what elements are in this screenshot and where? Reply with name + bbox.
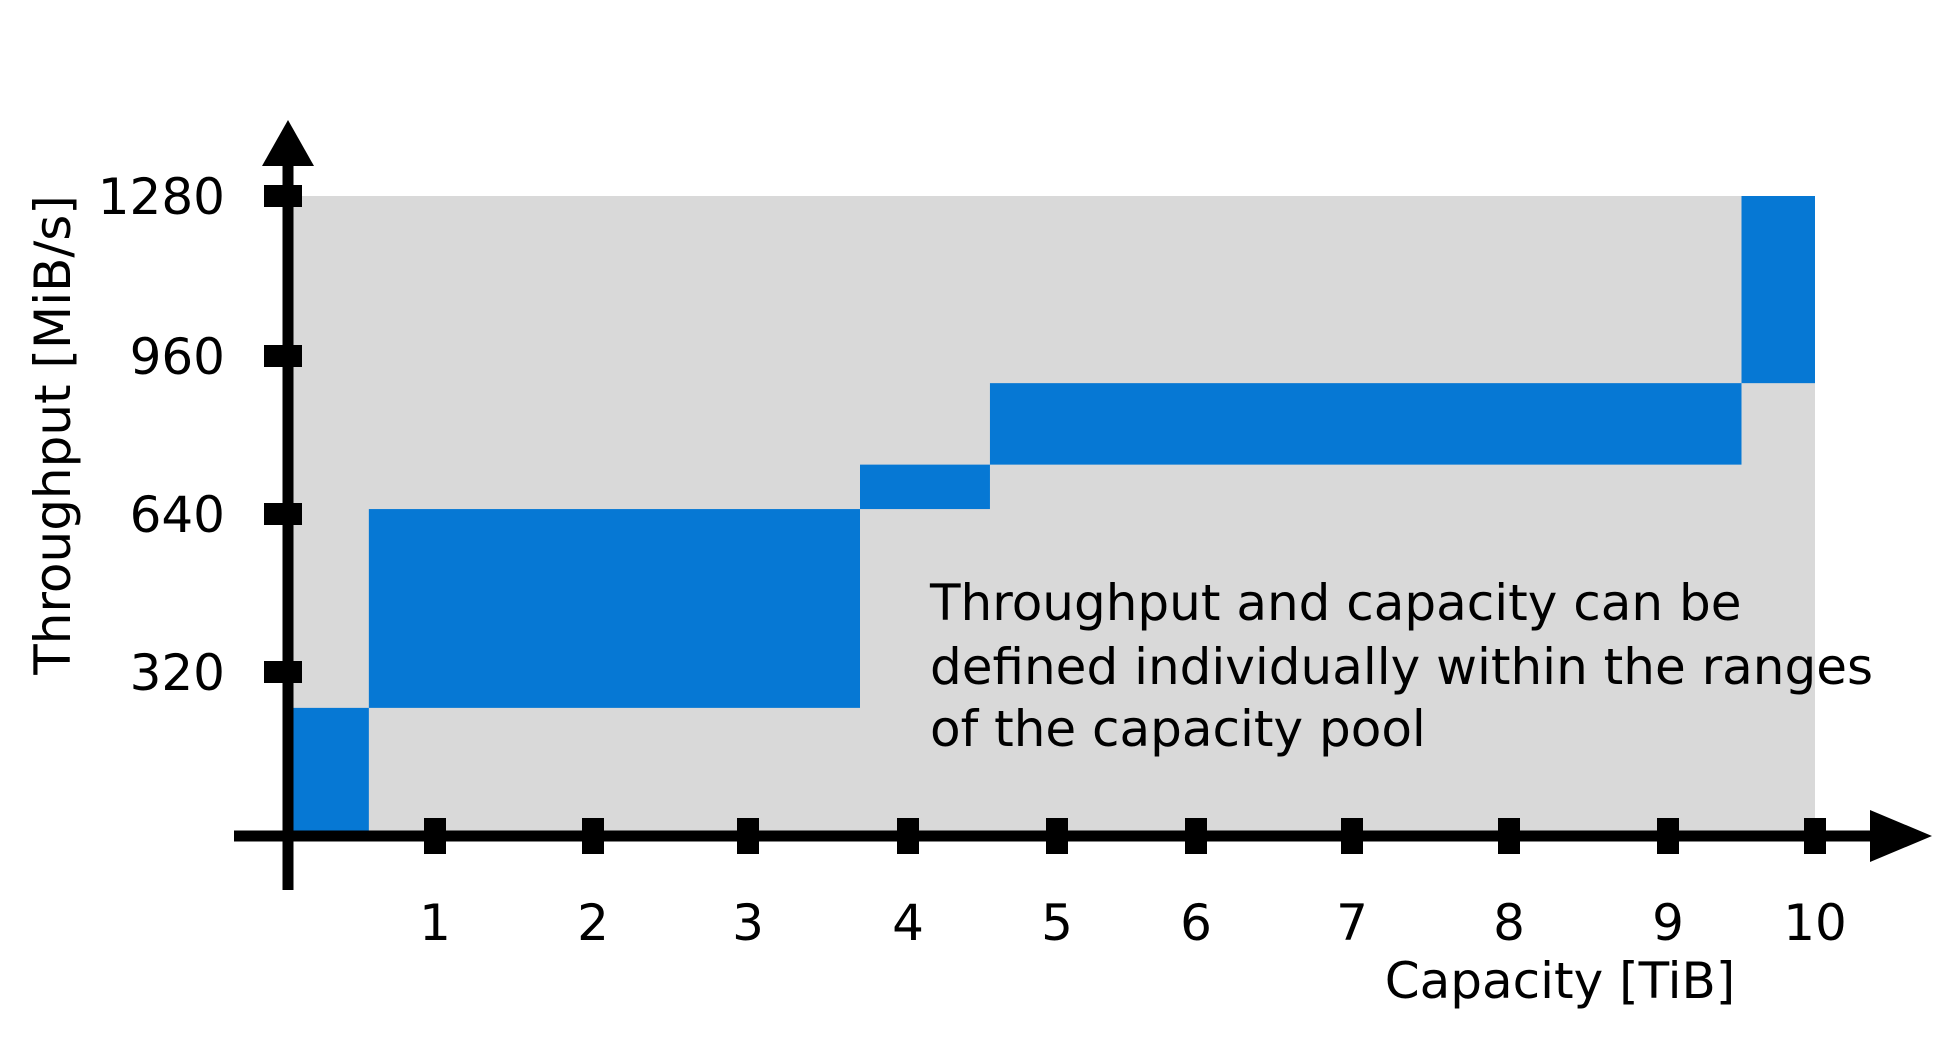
x-tick-4 (897, 818, 919, 854)
x-tick-label-4: 4 (892, 894, 924, 952)
y-tick-label-320: 320 (130, 644, 225, 702)
y-tick-960 (264, 345, 302, 367)
x-tick-label-2: 2 (577, 894, 609, 952)
x-tick-label-3: 3 (732, 894, 764, 952)
x-axis-arrowhead (1870, 810, 1932, 862)
range-block-4 (989, 383, 1742, 465)
x-tick-label-8: 8 (1493, 894, 1525, 952)
y-tick-640 (264, 503, 302, 525)
y-axis-arrowhead (262, 120, 314, 166)
x-tick-label-1: 1 (419, 894, 451, 952)
annotation-line-2: defined individually within the ranges (930, 638, 1873, 696)
annotation-line-3: of the capacity pool (930, 700, 1426, 758)
y-tick-1280 (264, 185, 302, 207)
x-axis-label: Capacity [TiB] (1385, 952, 1736, 1010)
x-tick-label-10: 10 (1783, 894, 1847, 952)
x-tick-3 (737, 818, 759, 854)
x-tick-label-5: 5 (1041, 894, 1073, 952)
y-tick-label-960: 960 (130, 328, 225, 386)
x-tick-1 (424, 818, 446, 854)
range-block-5 (1741, 196, 1815, 384)
range-block-1 (288, 707, 369, 836)
x-tick-5 (1046, 818, 1068, 854)
x-tick-7 (1341, 818, 1363, 854)
x-tick-label-9: 9 (1652, 894, 1684, 952)
annotation-line-1: Throughput and capacity can be (929, 574, 1741, 632)
range-block-3 (860, 464, 990, 510)
y-tick-320 (264, 661, 302, 683)
y-tick-label-1280: 1280 (98, 168, 225, 226)
annotation: Throughput and capacity can be defined i… (929, 574, 1873, 758)
x-tick-2 (582, 818, 604, 854)
range-block-2 (368, 509, 860, 708)
y-axis-label: Throughput [MiB/s] (24, 195, 82, 676)
x-tick-10 (1804, 818, 1826, 854)
x-tick-6 (1185, 818, 1207, 854)
x-tick-8 (1498, 818, 1520, 854)
y-tick-label-640: 640 (130, 486, 225, 544)
x-tick-label-6: 6 (1180, 894, 1212, 952)
x-tick-label-7: 7 (1336, 894, 1368, 952)
x-tick-9 (1657, 818, 1679, 854)
